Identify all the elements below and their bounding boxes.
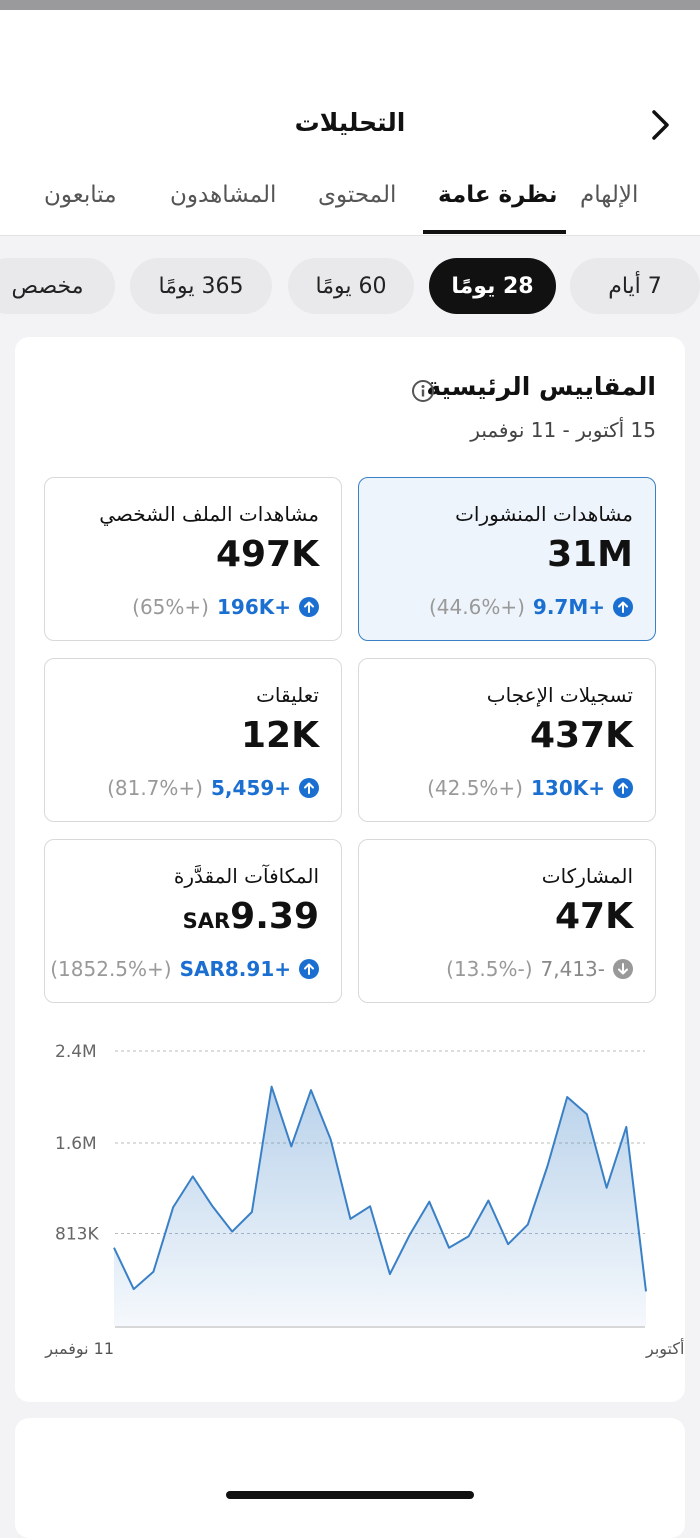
change: SAR8.91+ [179,957,291,981]
page-title: التحليلات [294,108,406,137]
range-pill[interactable]: 28 يومًا [429,258,556,314]
metric-label: المكافآت المقدَّرة [173,864,319,888]
metric-label: مشاهدات المنشورات [455,502,633,526]
line [113,1085,647,1292]
change: 130K+ [530,776,605,800]
value: 437K [529,715,633,756]
change-pct: (81.7%+) [107,776,203,800]
metric-value: 437K [530,715,633,756]
y-tick-label: 2.4M [55,1042,97,1062]
range-pill[interactable]: 60 يومًا [288,258,414,314]
change-pct: (1852.5%+) [50,957,172,981]
currency: SAR [182,909,231,933]
trend-icon [613,959,633,979]
metric-value: 497K [216,534,319,575]
change: 9.7M+ [532,595,605,619]
next-card [15,1418,685,1538]
range-pill[interactable]: مخصص [0,258,115,314]
line-chart: 813K 1.6M 2.4M 15 أكتوبر 11 نوفمبر [44,1042,685,1359]
tab[interactable]: نظرة عامة [438,182,558,208]
change: 7,413- [540,957,605,981]
status-strip [0,0,700,10]
value: 497K [215,534,319,575]
trend-icon [299,959,319,979]
metric-label: المشاركات [541,864,633,888]
metric-value: 31M [547,534,633,575]
metric-value: SAR9.39 [183,896,319,937]
change-pct: (42.5%+) [427,776,523,800]
x-tick-label: 15 أكتوبر [645,1338,685,1359]
trend-icon [613,778,633,798]
info-icon[interactable] [411,379,435,403]
tab[interactable]: المشاهدون [170,182,277,208]
y-tick-label: 1.6M [55,1134,97,1154]
metric-box[interactable]: تعليقات 12K 5,459+ (81.7%+) [44,658,342,822]
change-pct: (13.5%-) [446,957,533,981]
area [114,1086,646,1327]
value: 12K [241,715,319,756]
value: 47K [555,896,633,937]
value: 31M [547,534,633,575]
metrics-title: المقاييس الرئيسية [426,372,656,401]
metric-change: SAR8.91+ (1852.5%+) [50,957,319,981]
home-indicator [226,1491,474,1499]
metric-change: 7,413- (13.5%-) [446,957,633,981]
tab[interactable]: المحتوى [318,182,397,208]
metric-box[interactable]: المشاركات 47K 7,413- (13.5%-) [358,839,656,1003]
metric-label: تسجيلات الإعجاب [486,683,633,707]
metric-change: 130K+ (42.5%+) [427,776,633,800]
metric-change: 9.7M+ (44.6%+) [429,595,633,619]
range-pill[interactable]: 7 أيام [570,258,700,314]
back-button[interactable] [645,108,675,142]
change-pct: (65%+) [132,595,209,619]
change-pct: (44.6%+) [429,595,525,619]
metric-box[interactable]: المكافآت المقدَّرة SAR9.39 SAR8.91+ (1852.5… [44,839,342,1003]
tab-underline [423,230,566,234]
metric-box[interactable]: مشاهدات الملف الشخصي 497K 196K+ (65%+) [44,477,342,641]
range-pill[interactable]: 365 يومًا [130,258,272,314]
metric-box[interactable]: مشاهدات المنشورات 31M 9.7M+ (44.6%+) [358,477,656,641]
change: 5,459+ [210,776,291,800]
y-tick-label: 813K [55,1225,99,1245]
trend-icon [613,597,633,617]
trend-icon [299,597,319,617]
x-tick-label: 11 نوفمبر [44,1339,114,1359]
header [0,10,700,236]
trend-icon [299,778,319,798]
metric-box[interactable]: تسجيلات الإعجاب 437K 130K+ (42.5%+) [358,658,656,822]
date-range: 15 أكتوبر - 11 نوفمبر [470,418,656,442]
tab[interactable]: الإلهام [580,182,639,208]
metric-value: 47K [555,896,633,937]
change: 196K+ [216,595,291,619]
value: 9.39 [230,896,319,937]
metric-label: مشاهدات الملف الشخصي [99,502,319,526]
tab[interactable]: متابعون [44,182,117,208]
metric-change: 5,459+ (81.7%+) [107,776,319,800]
metric-label: تعليقات [256,683,319,707]
metric-value: 12K [241,715,319,756]
metric-change: 196K+ (65%+) [132,595,319,619]
